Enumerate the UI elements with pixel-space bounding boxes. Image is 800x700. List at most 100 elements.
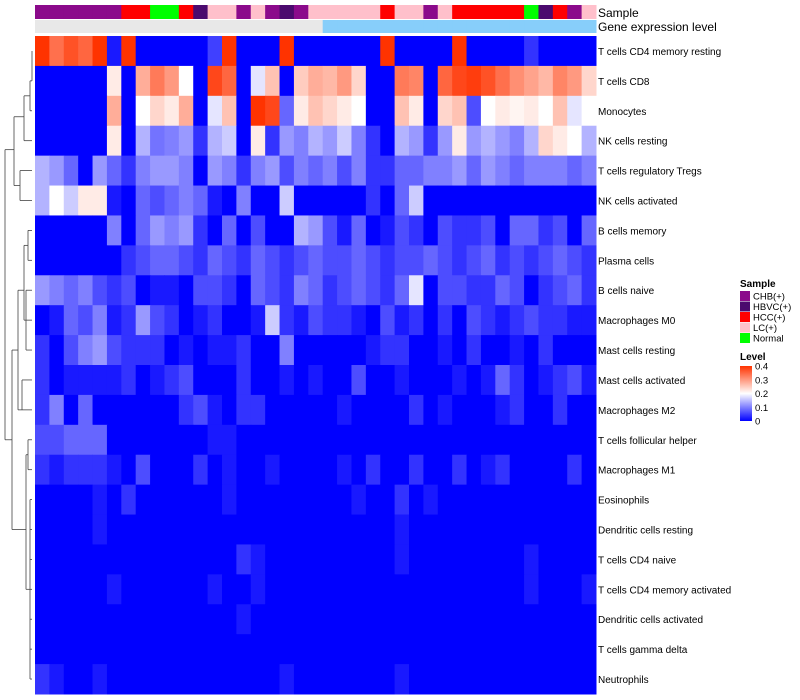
heatmap-cell — [308, 664, 324, 695]
heatmap-cell — [207, 95, 223, 127]
heatmap-cell — [452, 185, 468, 216]
heatmap-cell — [236, 65, 252, 97]
heatmap-cell — [322, 544, 338, 575]
heatmap-cell — [322, 185, 338, 216]
heatmap-cell — [293, 245, 309, 276]
heatmap-cell — [437, 36, 453, 67]
heatmap-cell — [250, 95, 266, 127]
heatmap-cell — [495, 574, 511, 605]
heatmap-cell — [567, 484, 583, 516]
gene-expression-annotation-cell — [35, 20, 50, 33]
heatmap-cell — [337, 424, 352, 456]
heatmap-cell — [466, 155, 482, 187]
sample-annotation-cell — [538, 5, 554, 19]
heatmap-cell — [193, 574, 209, 605]
heatmap-cell — [222, 514, 237, 545]
heatmap-cell — [164, 365, 180, 396]
heatmap-cell — [92, 95, 108, 127]
heatmap-cell — [207, 574, 223, 605]
heatmap-cell — [207, 634, 223, 665]
heatmap-cell — [509, 305, 525, 336]
heatmap-cell — [351, 36, 367, 67]
heatmap-cell — [394, 365, 410, 396]
heatmap-cell — [78, 365, 94, 396]
heatmap-cell — [394, 604, 410, 635]
heatmap-cell — [78, 634, 94, 665]
heatmap-cell — [35, 544, 50, 575]
heatmap-cell — [365, 305, 381, 336]
heatmap-cell — [480, 664, 496, 695]
heatmap-cell — [78, 36, 94, 67]
heatmap-cell — [409, 275, 424, 306]
sample-annotation-cell — [423, 5, 439, 19]
heatmap-cell — [538, 185, 554, 216]
heatmap-cell — [552, 484, 568, 516]
annotation-label-sample: Sample — [598, 6, 639, 20]
heatmap-cell — [35, 215, 50, 246]
heatmap-cell — [63, 36, 79, 67]
heatmap-cell — [567, 454, 583, 486]
heatmap-cell — [222, 305, 237, 336]
heatmap-cell — [437, 305, 453, 336]
heatmap-cell — [394, 305, 410, 336]
heatmap-cell — [293, 275, 309, 306]
heatmap-cell — [121, 365, 137, 396]
row-label: T cells CD4 memory resting — [598, 47, 721, 58]
heatmap-cell — [380, 424, 396, 456]
heatmap-cell — [466, 335, 482, 366]
heatmap-cell — [293, 544, 309, 575]
heatmap-cell — [106, 634, 122, 665]
heatmap-cell — [409, 454, 424, 486]
heatmap-cell — [394, 125, 410, 157]
heatmap-cell — [437, 125, 453, 157]
heatmap-cell — [509, 335, 525, 366]
heatmap-cell — [193, 664, 209, 695]
heatmap-cell — [178, 245, 194, 276]
legend-sample-label: CHB(+) — [753, 292, 785, 303]
heatmap-cell — [35, 275, 50, 306]
heatmap-cell — [164, 36, 180, 67]
heatmap-cell — [538, 454, 554, 486]
heatmap-cell — [581, 424, 597, 456]
heatmap-cell — [236, 125, 252, 157]
sample-annotation-cell — [466, 5, 482, 19]
heatmap-cell — [78, 574, 94, 605]
heatmap-cell — [581, 185, 597, 216]
heatmap-cell — [452, 275, 468, 306]
heatmap-cell — [308, 65, 324, 97]
heatmap-cell — [409, 155, 424, 187]
row-label: Neutrophils — [598, 675, 649, 686]
heatmap-cell — [178, 574, 194, 605]
sample-annotation-cell — [437, 5, 453, 19]
heatmap-cell — [49, 574, 65, 605]
heatmap-cell — [365, 155, 381, 187]
heatmap-cell — [581, 664, 597, 695]
heatmap-cell — [279, 394, 295, 426]
heatmap-cell — [265, 424, 281, 456]
heatmap-cell — [164, 185, 180, 216]
gene-expression-annotation-cell — [92, 20, 108, 33]
heatmap-cell — [452, 634, 468, 665]
heatmap-cell — [509, 215, 525, 246]
heatmap-cell — [178, 544, 194, 575]
heatmap-cell — [236, 514, 252, 545]
heatmap-cell — [63, 155, 79, 187]
heatmap-cell — [423, 95, 439, 127]
heatmap-cell — [567, 215, 583, 246]
heatmap-cell — [150, 335, 165, 366]
heatmap-cell — [480, 544, 496, 575]
heatmap-cell — [409, 335, 424, 366]
row-dendrogram — [4, 50, 33, 680]
heatmap-cell — [394, 185, 410, 216]
heatmap-cell — [466, 544, 482, 575]
heatmap-cell — [495, 155, 511, 187]
heatmap-cell — [265, 185, 281, 216]
heatmap-cell — [49, 335, 65, 366]
heatmap-cell — [106, 574, 122, 605]
heatmap-cell — [394, 155, 410, 187]
heatmap-cell — [538, 634, 554, 665]
heatmap-cell — [250, 574, 266, 605]
heatmap-cell — [394, 65, 410, 97]
heatmap-cell — [265, 305, 281, 336]
heatmap-cell — [337, 544, 352, 575]
